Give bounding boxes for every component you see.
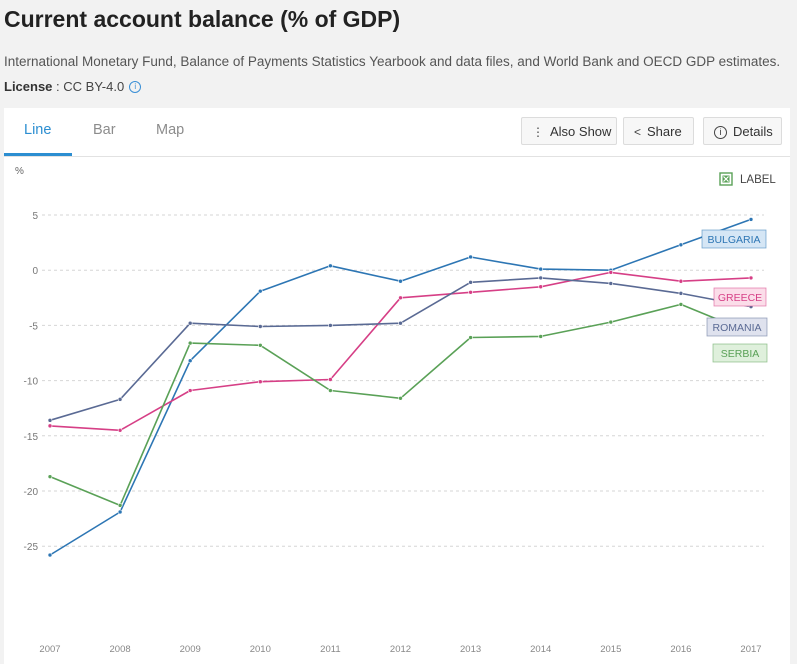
line-chart: % 5 0 -5 -10 -15 -20 -25 2007 2008 2009 2010 2011 201… bbox=[15, 166, 776, 655]
x-tick-label: 2007 bbox=[39, 644, 60, 655]
data-point-serbia[interactable] bbox=[398, 395, 403, 401]
vertical-dots-icon: ⋮ bbox=[532, 125, 544, 139]
license-line: License : CC BY-4.0 i bbox=[4, 79, 142, 94]
data-point-serbia[interactable] bbox=[468, 335, 473, 340]
data-point-greece[interactable] bbox=[538, 284, 544, 290]
series-label-box bbox=[712, 343, 768, 363]
x-tick-label: 2016 bbox=[670, 644, 691, 655]
tab-line[interactable]: Line bbox=[24, 122, 52, 138]
chart-card: Line Bar Map ⋮ Also Show < Share i Details … bbox=[4, 108, 790, 664]
y-tick-label: 0 bbox=[32, 266, 38, 277]
also-show-label: Also Show bbox=[550, 124, 612, 139]
series-label-box bbox=[706, 317, 768, 337]
data-point-romania[interactable] bbox=[47, 418, 53, 423]
data-point-bulgaria[interactable] bbox=[257, 288, 263, 294]
license-label: License bbox=[4, 79, 53, 94]
data-point-romania[interactable] bbox=[608, 281, 614, 286]
data-point-serbia[interactable] bbox=[47, 474, 53, 479]
tab-map[interactable]: Map bbox=[156, 122, 185, 138]
data-point-serbia[interactable] bbox=[187, 340, 193, 346]
series-label-box bbox=[713, 287, 767, 307]
label-toggle-text[interactable]: LABEL bbox=[740, 174, 776, 186]
data-point-bulgaria[interactable] bbox=[678, 242, 684, 248]
x-tick-label: 2015 bbox=[600, 644, 621, 655]
x-tick-label: 2014 bbox=[530, 644, 551, 655]
page-title: Current account balance (% of GDP) bbox=[4, 6, 401, 32]
y-tick-label: -20 bbox=[24, 487, 39, 498]
data-point-romania[interactable] bbox=[538, 275, 544, 281]
info-icon[interactable]: i bbox=[129, 80, 142, 93]
y-tick-label: -25 bbox=[24, 542, 39, 553]
data-point-greece[interactable] bbox=[678, 278, 684, 284]
data-point-romania[interactable] bbox=[187, 320, 193, 326]
checkbox-mark-icon bbox=[723, 176, 729, 182]
data-point-serbia[interactable] bbox=[328, 388, 333, 393]
share-label: Share bbox=[647, 124, 682, 139]
share-button[interactable]: < Share bbox=[623, 117, 694, 145]
data-point-greece[interactable] bbox=[117, 427, 123, 433]
data-point-bulgaria[interactable] bbox=[538, 266, 544, 272]
data-point-romania[interactable] bbox=[468, 280, 473, 285]
data-point-greece[interactable] bbox=[398, 295, 403, 301]
x-tick-label: 2011 bbox=[320, 644, 340, 655]
y-axis-label: % bbox=[15, 166, 24, 177]
data-point-bulgaria[interactable] bbox=[47, 552, 53, 558]
data-point-greece[interactable] bbox=[328, 377, 333, 382]
source-note: International Monetary Fund, Balance of … bbox=[4, 54, 781, 69]
info-circle-icon: i bbox=[714, 126, 727, 139]
data-point-bulgaria[interactable] bbox=[398, 278, 403, 284]
series-line-bulgaria[interactable] bbox=[49, 218, 752, 556]
data-point-greece[interactable] bbox=[257, 379, 263, 385]
data-point-serbia[interactable] bbox=[117, 503, 123, 508]
data-point-romania[interactable] bbox=[678, 291, 684, 296]
also-show-button[interactable]: ⋮ Also Show bbox=[521, 117, 617, 145]
series-label-greece: GREECE bbox=[718, 292, 762, 304]
data-point-serbia[interactable] bbox=[608, 319, 614, 325]
data-point-greece[interactable] bbox=[748, 275, 754, 281]
x-tick-label: 2010 bbox=[250, 644, 271, 655]
y-tick-label: -10 bbox=[24, 377, 39, 388]
tab-bar: Line Bar Map ⋮ Also Show < Share i Details bbox=[4, 108, 790, 157]
share-icon: < bbox=[634, 125, 642, 139]
data-point-bulgaria[interactable] bbox=[468, 254, 473, 260]
data-point-bulgaria[interactable] bbox=[748, 217, 754, 222]
x-tick-label: 2013 bbox=[460, 644, 481, 655]
details-button[interactable]: i Details bbox=[703, 117, 782, 145]
active-tab-indicator bbox=[4, 153, 72, 156]
series-label-box bbox=[701, 229, 767, 249]
x-tick-label: 2009 bbox=[180, 644, 201, 655]
license-value: : CC BY-4.0 bbox=[52, 79, 125, 94]
data-point-serbia[interactable] bbox=[538, 334, 544, 339]
data-point-serbia[interactable] bbox=[678, 302, 684, 307]
data-point-bulgaria[interactable] bbox=[328, 263, 333, 269]
series-label-romania: ROMANIA bbox=[712, 322, 761, 334]
series-label-bulgaria: BULGARIA bbox=[707, 234, 760, 246]
data-point-romania[interactable] bbox=[328, 323, 333, 328]
x-tick-label: 2008 bbox=[110, 644, 131, 655]
x-tick-label: 2017 bbox=[740, 644, 761, 655]
data-point-bulgaria[interactable] bbox=[117, 509, 123, 515]
x-tick-label: 2012 bbox=[390, 644, 411, 655]
y-tick-label: -5 bbox=[29, 321, 38, 332]
series-label-serbia: SERBIA bbox=[721, 348, 760, 360]
tab-bar-chart[interactable]: Bar bbox=[93, 122, 116, 138]
data-point-greece[interactable] bbox=[468, 289, 473, 295]
data-point-greece[interactable] bbox=[187, 388, 193, 393]
details-label: Details bbox=[733, 124, 773, 139]
data-point-greece[interactable] bbox=[47, 423, 53, 429]
data-point-serbia[interactable] bbox=[257, 342, 263, 348]
y-tick-label: 5 bbox=[32, 211, 38, 222]
y-tick-label: -15 bbox=[24, 432, 39, 443]
data-point-bulgaria[interactable] bbox=[187, 358, 193, 364]
series-line-serbia[interactable] bbox=[49, 303, 752, 507]
data-point-romania[interactable] bbox=[117, 397, 123, 402]
data-point-greece[interactable] bbox=[608, 270, 614, 275]
data-point-romania[interactable] bbox=[398, 320, 403, 326]
data-point-romania[interactable] bbox=[257, 324, 263, 329]
